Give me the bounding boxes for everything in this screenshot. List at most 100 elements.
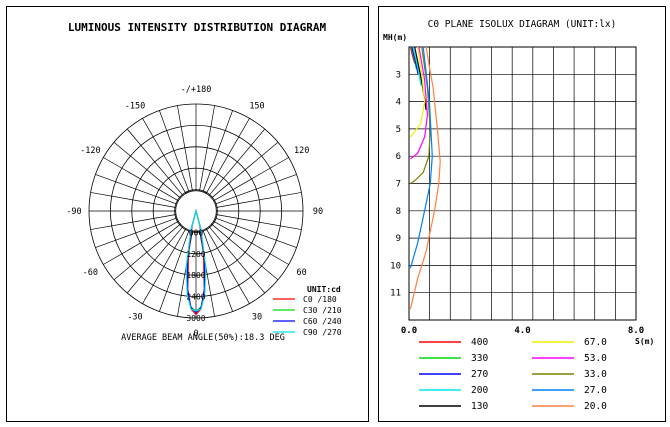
- isolux-y-tick-label: 6: [396, 152, 401, 162]
- isolux-legend-label: 33.0: [584, 369, 607, 380]
- polar-spoke: [103, 220, 179, 265]
- polar-angle-label: -150: [125, 101, 145, 111]
- beam-angle-text: AVERAGE BEAM ANGLE(50%):18.3 DEG: [121, 333, 285, 343]
- polar-title: LUMINOUS INTENSITY DISTRIBUTION DIAGRAM: [68, 21, 327, 34]
- polar-spoke: [113, 141, 181, 199]
- isolux-curve: [409, 46, 426, 138]
- polar-spoke: [142, 228, 187, 304]
- polar-series: [185, 208, 207, 316]
- isolux-title: C0 PLANE ISOLUX DIAGRAM (UNIT:lx): [428, 19, 617, 30]
- isolux-curve: [411, 46, 419, 75]
- polar-spoke: [214, 174, 297, 205]
- polar-diagram-panel: LUMINOUS INTENSITY DISTRIBUTION DIAGRAM …: [6, 6, 369, 422]
- isolux-legend-label: 400: [471, 337, 488, 348]
- isolux-legend-label: 67.0: [584, 337, 607, 348]
- isolux-legend-label: 53.0: [584, 353, 607, 364]
- polar-spoke: [90, 214, 177, 230]
- isolux-legend-label: 270: [471, 369, 488, 380]
- polar-spoke: [215, 214, 302, 230]
- polar-angle-label: 0: [193, 329, 198, 339]
- polar-spoke: [90, 192, 177, 208]
- polar-series-curve: [185, 208, 207, 312]
- isolux-y-tick-label: 5: [396, 125, 401, 135]
- legend-label: C0 /180: [303, 295, 337, 304]
- polar-angle-label: -/+180: [181, 85, 212, 95]
- polar-radial-label: 600: [189, 228, 204, 237]
- isolux-curve: [409, 46, 441, 310]
- isolux-curve: [409, 46, 433, 269]
- polar-angle-label: 90: [313, 207, 323, 217]
- isolux-y-tick-label: 4: [396, 98, 401, 108]
- isolux-y-tick-label: 7: [396, 180, 401, 190]
- isolux-curve: [412, 46, 422, 86]
- polar-spoke: [95, 174, 178, 205]
- polar-radial-label: 2400: [186, 293, 205, 302]
- polar-radial-label: 1200: [186, 250, 205, 259]
- polar-spoke: [159, 229, 190, 312]
- isolux-legend-label: 200: [471, 385, 488, 396]
- polar-angle-label: 120: [294, 146, 309, 156]
- polar-spoke: [211, 141, 279, 199]
- polar-angle-label: -60: [83, 268, 98, 278]
- legend-unit-title: UNIT:cd: [307, 285, 341, 294]
- polar-spoke: [214, 217, 297, 248]
- isolux-series: [409, 46, 441, 310]
- isolux-x-label: S(m): [635, 337, 654, 346]
- polar-spoke: [95, 217, 178, 248]
- polar-angle-label: 30: [252, 313, 262, 323]
- isolux-y-label: MH(m): [383, 33, 407, 42]
- polar-spoke: [126, 128, 184, 196]
- polar-spoke: [205, 228, 250, 304]
- isolux-legend-label: 27.0: [584, 385, 607, 396]
- polar-legend: UNIT:cd C0 /180 C30 /210 C60 /240 C90 /270: [273, 285, 342, 337]
- isolux-chart: C0 PLANE ISOLUX DIAGRAM (UNIT:lx) MH(m) …: [383, 19, 654, 412]
- polar-spoke: [199, 105, 215, 192]
- isolux-legend-label: 330: [471, 353, 488, 364]
- polar-spoke: [142, 118, 187, 194]
- isolux-curve: [410, 46, 429, 160]
- polar-spoke: [213, 220, 289, 265]
- isolux-grid: [408, 46, 637, 321]
- isolux-y-tick-label: 3: [396, 70, 401, 80]
- polar-spoke: [211, 223, 279, 281]
- isolux-legend: 400 330 270 200 130 67.0 53.0 33.0 27.0 20.0: [419, 337, 607, 412]
- isolux-legend-label: 130: [471, 401, 488, 412]
- polar-radial-label: 3000: [186, 314, 205, 323]
- polar-spoke: [215, 192, 302, 208]
- polar-spoke: [213, 157, 289, 202]
- isolux-y-tick-label: 10: [390, 261, 401, 271]
- polar-angle-labels: -/+180 150 120 90 60 30 0 -30 -60 -90 -120 -150: [66, 85, 323, 339]
- polar-angle-label: 60: [297, 268, 307, 278]
- isolux-x-tick-label: 8.0: [628, 326, 644, 336]
- polar-angle-label: -120: [80, 146, 100, 156]
- legend-label: C60 /240: [303, 317, 342, 326]
- polar-spoke: [126, 226, 184, 294]
- isolux-diagram-panel: C0 PLANE ISOLUX DIAGRAM (UNIT:lx) MH(m) …: [378, 6, 666, 422]
- isolux-y-tick-label: 8: [396, 207, 401, 217]
- polar-angle-label: -30: [127, 313, 142, 323]
- isolux-legend-label: 20.0: [584, 401, 607, 412]
- isolux-tick-labels: 3 4 5 6 7 8 9 10 11 0.0 4.0 8.0: [390, 70, 644, 336]
- isolux-curve: [409, 46, 416, 64]
- isolux-x-tick-label: 0.0: [401, 326, 417, 336]
- polar-spoke: [208, 226, 266, 294]
- polar-chart: LUMINOUS INTENSITY DISTRIBUTION DIAGRAM …: [66, 21, 342, 343]
- polar-angle-label: 150: [249, 101, 264, 111]
- polar-radial-labels: 600 1200 1800 2400 3000: [186, 228, 205, 323]
- isolux-x-tick-label: 4.0: [514, 326, 530, 336]
- polar-angle-label: -90: [66, 207, 81, 217]
- legend-label: C30 /210: [303, 306, 342, 315]
- polar-spoke: [202, 110, 233, 193]
- isolux-y-tick-label: 9: [396, 234, 401, 244]
- polar-spoke: [159, 110, 190, 193]
- legend-label: C90 /270: [303, 328, 342, 337]
- polar-spoke: [177, 105, 193, 192]
- polar-spoke: [113, 223, 181, 281]
- polar-spoke: [208, 128, 266, 196]
- polar-spoke: [202, 229, 233, 312]
- polar-spoke: [103, 157, 179, 202]
- isolux-y-tick-label: 11: [390, 289, 401, 299]
- polar-spoke: [205, 118, 250, 194]
- polar-grid: [88, 103, 304, 319]
- polar-radial-label: 1800: [186, 271, 205, 280]
